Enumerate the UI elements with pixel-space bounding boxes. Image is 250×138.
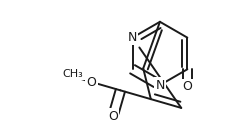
Text: N: N	[128, 31, 137, 44]
Text: CH₃: CH₃	[63, 69, 84, 79]
Text: N: N	[155, 79, 165, 92]
Text: O: O	[182, 80, 192, 93]
Text: O: O	[108, 110, 118, 123]
Text: O: O	[86, 75, 97, 88]
